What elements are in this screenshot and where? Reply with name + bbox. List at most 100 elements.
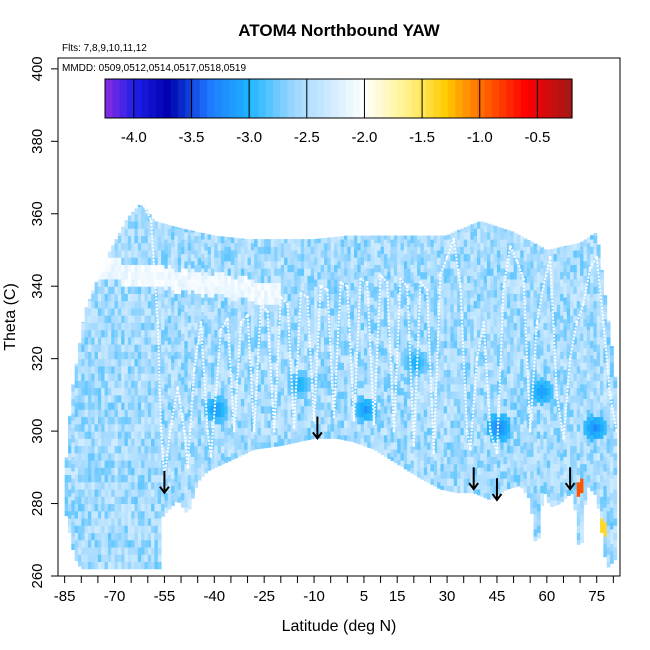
field-cell (300, 398, 305, 407)
field-cell (121, 380, 126, 389)
field-cell (340, 412, 345, 421)
field-cell (210, 333, 215, 342)
field-cell (473, 307, 478, 316)
field-cell (443, 391, 448, 399)
field-cell (121, 467, 126, 476)
field-cell (264, 282, 269, 291)
field-cell (104, 278, 109, 287)
field-cell (224, 275, 229, 284)
field-cell (87, 322, 92, 331)
field-cell (167, 365, 172, 374)
field-cell (147, 525, 152, 534)
field-cell (137, 235, 142, 244)
field-cell (380, 420, 385, 428)
field-cell (483, 326, 488, 334)
field-cell (244, 362, 249, 371)
field-cell (111, 510, 116, 519)
field-cell (234, 242, 239, 251)
field-cell (520, 300, 525, 309)
field-cell (340, 304, 345, 313)
field-cell (347, 282, 352, 291)
field-cell (417, 376, 421, 385)
field-cell (171, 260, 175, 269)
field-cell (260, 304, 265, 313)
field-cell (161, 503, 165, 512)
field-cell (184, 434, 189, 443)
field-cell (97, 489, 102, 497)
field-cell (151, 221, 155, 229)
field-cell (64, 457, 69, 461)
field-cell (250, 380, 255, 389)
field-cell (64, 467, 69, 476)
field-cell (363, 384, 368, 392)
field-cell (467, 318, 471, 327)
field-cell (230, 300, 235, 309)
field-cell (327, 344, 332, 352)
field-cell (340, 333, 345, 342)
field-cell (184, 398, 189, 407)
field-cell (350, 355, 355, 363)
field-cell (194, 344, 199, 352)
field-cell (137, 293, 142, 302)
field-cell (104, 365, 109, 374)
field-cell (227, 441, 232, 450)
field-column (350, 235, 355, 443)
field-cell (420, 242, 425, 251)
field-cell (337, 369, 342, 378)
field-cell (224, 384, 229, 392)
field-cell (137, 336, 142, 345)
field-cell (81, 561, 86, 570)
field-cell (191, 289, 195, 298)
field-cell (383, 318, 388, 327)
field-cell (486, 369, 491, 378)
field-cell (447, 449, 451, 457)
field-cell (433, 452, 438, 461)
field-cell (390, 318, 395, 327)
field-cell (121, 496, 126, 505)
field-cell (134, 373, 139, 381)
field-cell (197, 351, 202, 360)
field-cell (220, 409, 225, 418)
field-cell (107, 496, 112, 505)
field-cell (137, 286, 142, 294)
field-cell (194, 474, 199, 483)
field-cell (317, 416, 322, 425)
field-cell (121, 402, 126, 410)
field-cell (131, 278, 135, 287)
field-cell (457, 340, 461, 349)
field-cell (417, 398, 421, 407)
field-cell (184, 260, 189, 269)
field-cell (443, 463, 448, 472)
field-cell (121, 322, 126, 331)
field-cell (151, 445, 155, 454)
field-cell (443, 333, 448, 342)
field-cell (270, 441, 275, 448)
field-cell (210, 289, 215, 298)
field-cell (87, 315, 92, 323)
field-cell (161, 223, 165, 229)
field-cell (423, 358, 428, 367)
field-cell (490, 398, 495, 407)
field-cell (437, 380, 441, 389)
field-cell (370, 420, 375, 428)
field-cell (430, 239, 435, 247)
field-cell (516, 409, 521, 418)
field-cell (204, 365, 209, 374)
field-cell (274, 391, 278, 399)
field-cell (457, 470, 461, 479)
field-cell (304, 311, 308, 320)
field-cell (84, 481, 89, 490)
field-cell (380, 333, 385, 342)
field-cell (480, 249, 485, 258)
field-cell (493, 340, 498, 349)
field-cell (363, 398, 368, 407)
field-cell (111, 278, 116, 287)
field-cell (187, 257, 192, 265)
field-cell (290, 242, 295, 251)
field-cell (520, 249, 525, 258)
field-cell (71, 412, 76, 421)
field-cell (490, 268, 495, 276)
field-cell (247, 293, 252, 302)
field-cell (450, 333, 455, 342)
field-cell (250, 239, 255, 244)
